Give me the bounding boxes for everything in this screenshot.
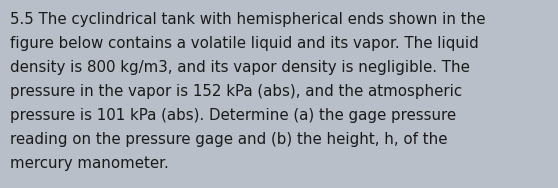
Text: 5.5 The cyclindrical tank with hemispherical ends shown in the: 5.5 The cyclindrical tank with hemispher…	[10, 12, 485, 27]
Text: figure below contains a volatile liquid and its vapor. The liquid: figure below contains a volatile liquid …	[10, 36, 479, 51]
Text: pressure in the vapor is 152 kPa (abs), and the atmospheric: pressure in the vapor is 152 kPa (abs), …	[10, 84, 462, 99]
Text: mercury manometer.: mercury manometer.	[10, 156, 169, 171]
Text: density is 800 kg/m3, and its vapor density is negligible. The: density is 800 kg/m3, and its vapor dens…	[10, 60, 470, 75]
Text: pressure is 101 kPa (abs). Determine (a) the gage pressure: pressure is 101 kPa (abs). Determine (a)…	[10, 108, 456, 123]
Text: reading on the pressure gage and (b) the height, h, of the: reading on the pressure gage and (b) the…	[10, 132, 448, 147]
